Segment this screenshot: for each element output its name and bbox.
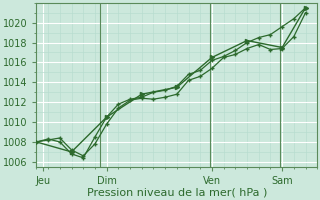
X-axis label: Pression niveau de la mer( hPa ): Pression niveau de la mer( hPa ) (87, 187, 267, 197)
